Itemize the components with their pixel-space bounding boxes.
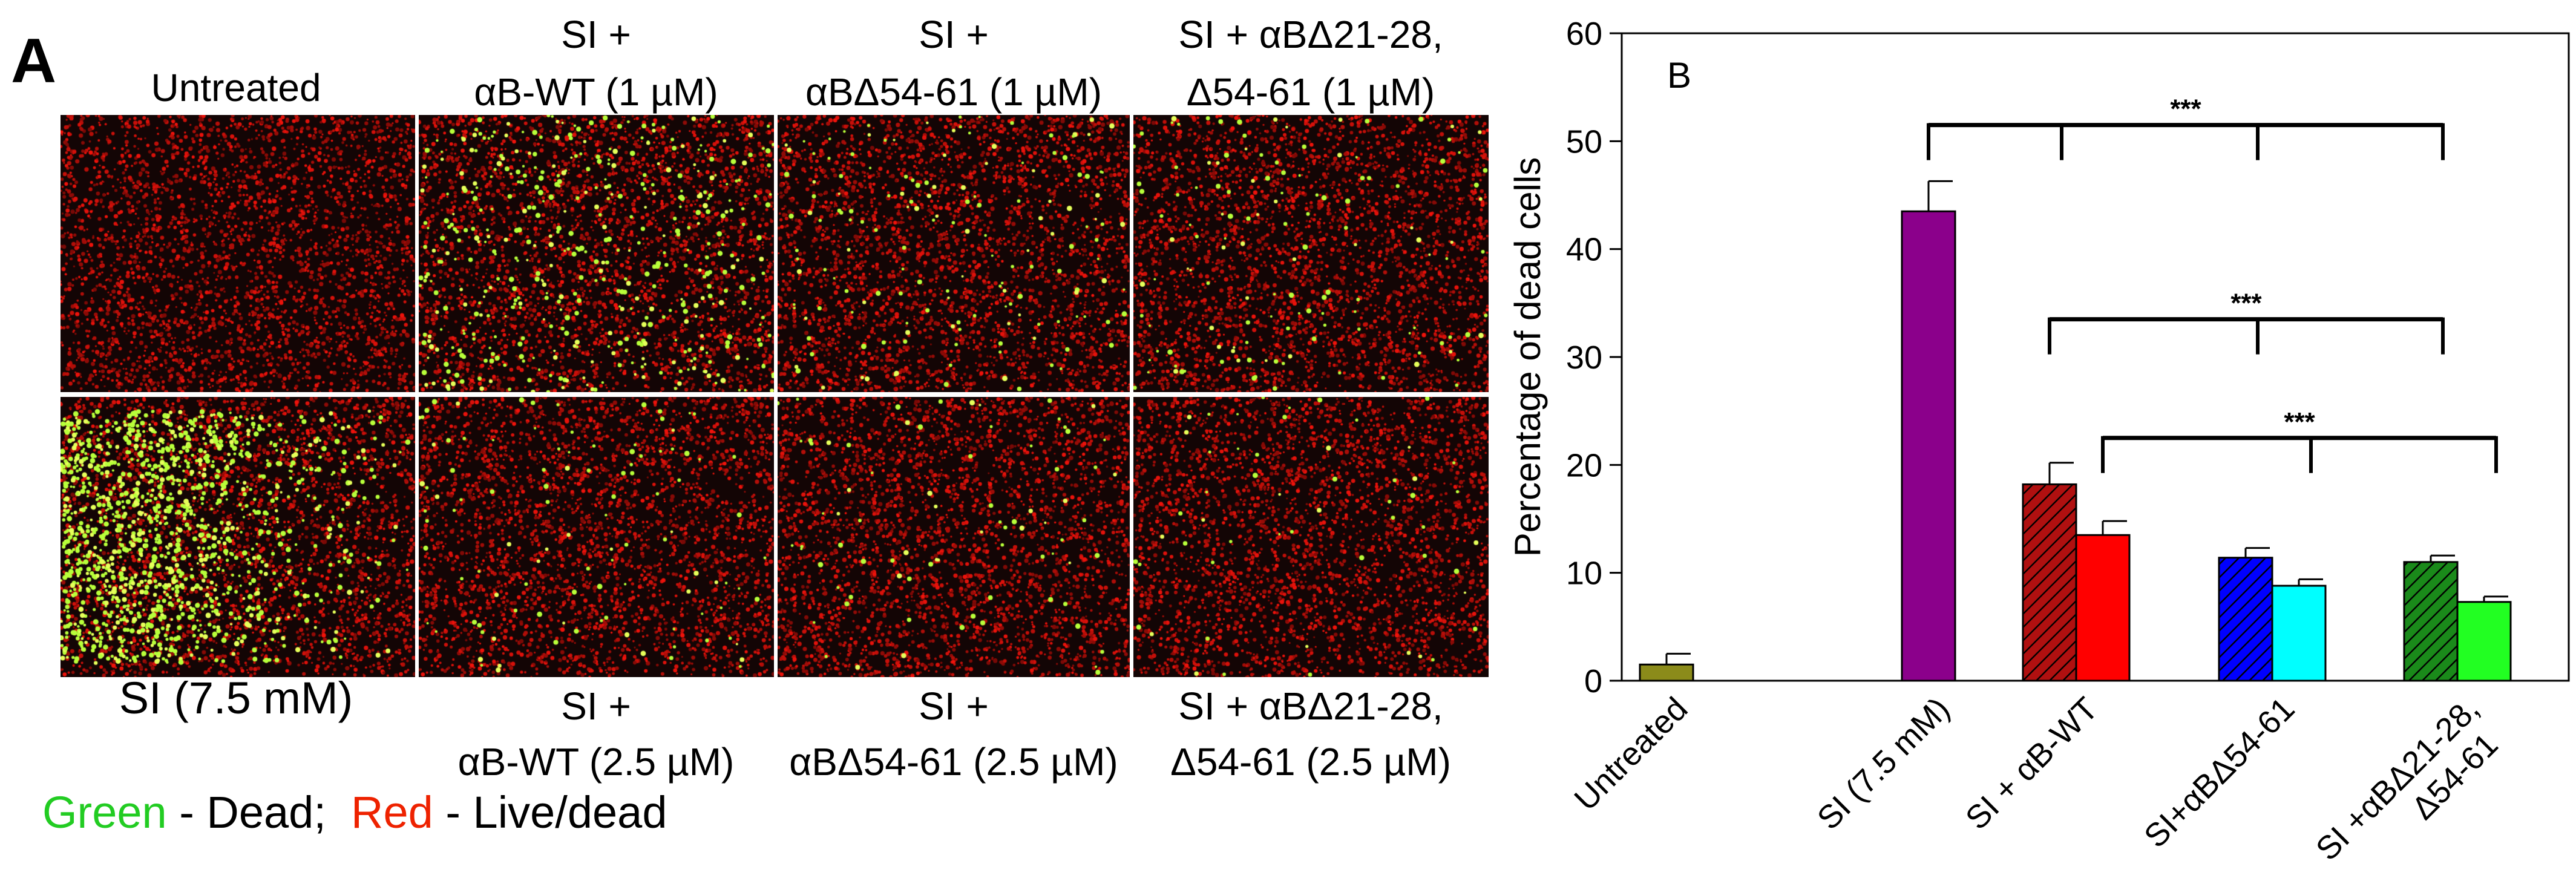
bottom-labels-col2-line1: αBΔ54-61 (2.5 µM) bbox=[789, 740, 1118, 784]
bar-2 bbox=[2022, 483, 2077, 682]
bottom-labels-col0-line0: SI (7.5 mM) bbox=[119, 673, 353, 723]
sig-label-2: *** bbox=[2284, 407, 2315, 437]
top-labels-col2-line0: SI + bbox=[919, 13, 989, 56]
x-category-label-0-line-0: Untreated bbox=[1567, 690, 1694, 817]
color-legend: Green - Dead; Red - Live/dead bbox=[42, 787, 667, 838]
panel-a-letter: A bbox=[11, 26, 57, 96]
y-axis-label: Percentage of dead cells bbox=[1507, 157, 1548, 557]
x-category-label-0: Untreated bbox=[1567, 690, 1694, 817]
panel-b-bar-chart: 0 10 20 30 40 50 60 Percentage of dead cells B **… bbox=[1507, 16, 2570, 881]
micrograph-si-wt-2-5um bbox=[419, 397, 774, 677]
legend-red-text: - Live/dead bbox=[433, 787, 667, 837]
panel-b-letter: B bbox=[1667, 55, 1691, 96]
x-category-label-2: SI + αB-WT bbox=[1959, 690, 2105, 837]
y-tick-label-3: 30 bbox=[1566, 339, 1602, 376]
x-category-label-3-line-0: SI+αBΔ54-61 bbox=[2137, 690, 2302, 855]
micrograph-si-wt-1um bbox=[419, 115, 774, 392]
y-tick-label-5: 50 bbox=[1566, 123, 1602, 160]
legend-green-text: - Dead; bbox=[166, 787, 352, 837]
y-tick-label-1: 10 bbox=[1566, 555, 1602, 592]
micrograph-si-d54-61-1um bbox=[778, 115, 1130, 392]
bar-4 bbox=[2218, 557, 2273, 682]
top-labels-col0-line0: Untreated bbox=[151, 66, 321, 110]
x-category-label-1-line-0: SI (7.5 mM) bbox=[1811, 690, 1957, 837]
y-tick-label-2: 20 bbox=[1566, 447, 1602, 483]
bar-3 bbox=[2075, 534, 2131, 682]
bar-6 bbox=[2403, 561, 2459, 682]
bar-1 bbox=[1901, 210, 1956, 682]
sig-label-1: *** bbox=[2230, 289, 2262, 318]
legend-green-word: Green bbox=[42, 787, 167, 837]
top-labels-col1-line1: αB-WT (1 µM) bbox=[474, 70, 718, 114]
legend-red-word: Red bbox=[351, 787, 433, 837]
y-tick-label-0: 0 bbox=[1584, 663, 1602, 699]
bar-0 bbox=[1639, 663, 1694, 682]
micrograph-si-d54-61-2-5um bbox=[778, 397, 1130, 677]
top-labels-col1-line0: SI + bbox=[561, 13, 631, 56]
bar-5 bbox=[2271, 585, 2327, 682]
bottom-labels-col1-line0: SI + bbox=[561, 684, 631, 728]
top-labels-col3-line0: SI + αBΔ21-28, bbox=[1178, 13, 1443, 56]
bottom-labels-col3-line0: SI + αBΔ21-28, bbox=[1178, 684, 1443, 728]
micrograph-si-d21-28-d54-61-2-5um bbox=[1133, 397, 1489, 677]
micrograph-si-d21-28-d54-61-1um bbox=[1133, 115, 1489, 392]
sig-label-0: *** bbox=[2170, 94, 2201, 124]
micrograph-untreated bbox=[61, 115, 415, 392]
bottom-labels-col3-line1: Δ54-61 (2.5 µM) bbox=[1170, 740, 1451, 784]
micrograph-si-7-5mm bbox=[61, 397, 415, 677]
x-category-label-1: SI (7.5 mM) bbox=[1811, 690, 1957, 837]
bottom-labels-col1-line1: αB-WT (2.5 µM) bbox=[457, 740, 735, 784]
y-tick-label-4: 40 bbox=[1566, 232, 1602, 268]
bottom-labels-col2-line0: SI + bbox=[919, 684, 989, 728]
bar-7 bbox=[2456, 601, 2512, 682]
x-category-label-4: SI +αBΔ21-28,Δ54-61 bbox=[2309, 690, 2514, 881]
top-labels-col3-line1: Δ54-61 (1 µM) bbox=[1186, 70, 1435, 114]
y-tick-label-6: 60 bbox=[1566, 16, 1602, 52]
x-category-label-3: SI+αBΔ54-61 bbox=[2137, 690, 2302, 855]
top-labels-col2-line1: αBΔ54-61 (1 µM) bbox=[805, 70, 1103, 114]
x-category-label-2-line-0: SI + αB-WT bbox=[1959, 690, 2105, 837]
